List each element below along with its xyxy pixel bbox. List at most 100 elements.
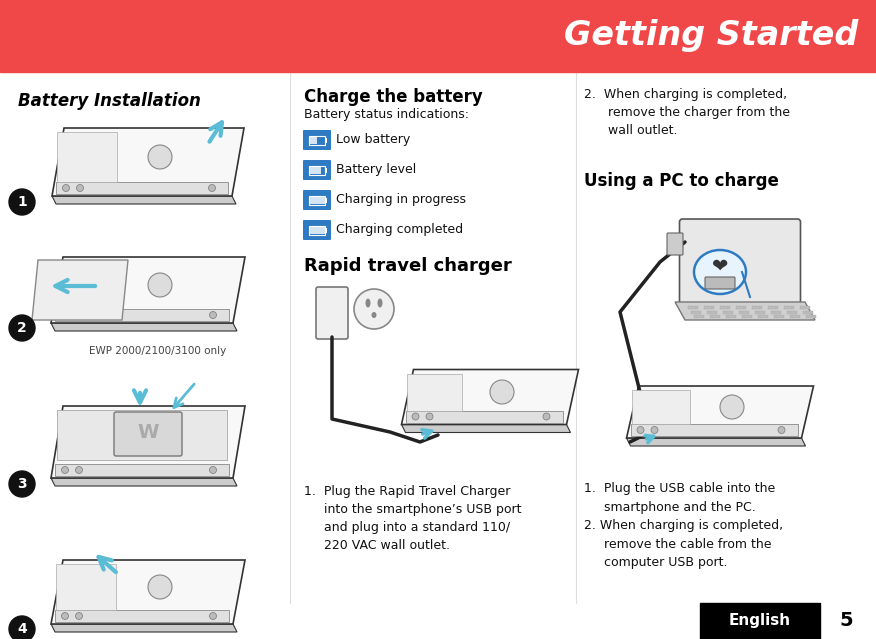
Bar <box>803 311 813 314</box>
FancyBboxPatch shape <box>667 233 683 255</box>
Bar <box>310 197 325 204</box>
Bar <box>310 227 325 234</box>
Polygon shape <box>51 560 245 624</box>
Text: Getting Started: Getting Started <box>564 20 858 52</box>
Bar <box>739 311 749 314</box>
Circle shape <box>76 185 83 192</box>
Bar <box>784 306 794 309</box>
Ellipse shape <box>378 298 383 307</box>
Circle shape <box>412 413 419 420</box>
Bar <box>0 0 876 72</box>
Text: Low battery: Low battery <box>336 134 410 146</box>
Text: 5: 5 <box>839 612 853 631</box>
Bar <box>309 166 325 175</box>
Bar <box>309 136 325 145</box>
Circle shape <box>62 185 69 192</box>
Bar <box>771 311 781 314</box>
Circle shape <box>426 413 433 420</box>
Bar <box>55 464 229 476</box>
Text: Charging completed: Charging completed <box>336 224 463 236</box>
Bar <box>310 137 317 144</box>
Circle shape <box>61 466 68 473</box>
Text: 3: 3 <box>18 477 27 491</box>
FancyBboxPatch shape <box>303 160 331 180</box>
FancyBboxPatch shape <box>114 412 182 456</box>
Circle shape <box>208 185 215 192</box>
Bar <box>310 167 321 174</box>
Ellipse shape <box>694 250 746 294</box>
Circle shape <box>637 426 644 433</box>
Bar <box>736 306 746 309</box>
Circle shape <box>75 311 82 318</box>
FancyBboxPatch shape <box>303 130 331 150</box>
Text: 2.  When charging is completed,
      remove the charger from the
      wall out: 2. When charging is completed, remove th… <box>584 88 790 137</box>
Circle shape <box>9 471 35 497</box>
Text: English: English <box>729 613 791 629</box>
Bar <box>56 182 228 194</box>
Polygon shape <box>52 196 236 204</box>
Bar <box>55 309 229 321</box>
Polygon shape <box>401 424 570 433</box>
Polygon shape <box>52 128 244 196</box>
Bar <box>406 374 462 410</box>
FancyBboxPatch shape <box>303 220 331 240</box>
Bar <box>406 410 562 422</box>
Text: Battery level: Battery level <box>336 164 416 176</box>
Text: Battery status indications:: Battery status indications: <box>304 108 469 121</box>
Bar <box>710 315 720 318</box>
Bar <box>691 311 701 314</box>
Polygon shape <box>32 260 128 320</box>
Bar <box>774 315 784 318</box>
FancyBboxPatch shape <box>705 277 735 289</box>
Bar <box>57 132 117 182</box>
Circle shape <box>209 466 216 473</box>
Bar <box>790 315 800 318</box>
Circle shape <box>61 311 68 318</box>
Polygon shape <box>51 257 245 323</box>
Bar <box>632 390 689 424</box>
Circle shape <box>720 395 744 419</box>
Text: Battery Installation: Battery Installation <box>18 92 201 110</box>
Text: 1: 1 <box>18 195 27 209</box>
Circle shape <box>75 613 82 619</box>
Ellipse shape <box>371 312 377 318</box>
Polygon shape <box>51 323 237 331</box>
Polygon shape <box>401 369 578 424</box>
Circle shape <box>354 289 394 329</box>
Polygon shape <box>51 406 245 478</box>
Bar <box>325 198 327 203</box>
Circle shape <box>9 616 35 639</box>
Bar <box>700 603 820 639</box>
Polygon shape <box>626 438 806 446</box>
Polygon shape <box>675 302 815 320</box>
Bar <box>758 315 768 318</box>
Polygon shape <box>626 386 814 438</box>
Circle shape <box>490 380 514 404</box>
Text: 2: 2 <box>18 321 27 335</box>
Bar <box>755 311 765 314</box>
Bar <box>742 315 752 318</box>
Text: Using a PC to charge: Using a PC to charge <box>584 172 779 190</box>
Text: 1.  Plug the USB cable into the
     smartphone and the PC.
2. When charging is : 1. Plug the USB cable into the smartphon… <box>584 482 783 569</box>
Polygon shape <box>51 478 237 486</box>
Text: W: W <box>138 422 159 442</box>
Circle shape <box>61 613 68 619</box>
Bar <box>56 261 116 309</box>
Bar <box>688 306 698 309</box>
Bar <box>726 315 736 318</box>
Bar <box>55 610 229 622</box>
Bar <box>707 311 717 314</box>
Circle shape <box>75 466 82 473</box>
Bar <box>720 306 730 309</box>
Bar <box>806 315 816 318</box>
Circle shape <box>148 145 172 169</box>
Bar <box>325 138 327 143</box>
Circle shape <box>543 413 550 420</box>
Bar <box>694 315 704 318</box>
Bar <box>56 564 116 610</box>
Text: 4: 4 <box>18 622 27 636</box>
Text: Charging in progress: Charging in progress <box>336 194 466 206</box>
Text: 1.  Plug the Rapid Travel Charger
     into the smartphone’s USB port
     and p: 1. Plug the Rapid Travel Charger into th… <box>304 485 521 552</box>
Text: EWP 2000/2100/3100 only: EWP 2000/2100/3100 only <box>89 346 227 356</box>
Circle shape <box>209 311 216 318</box>
